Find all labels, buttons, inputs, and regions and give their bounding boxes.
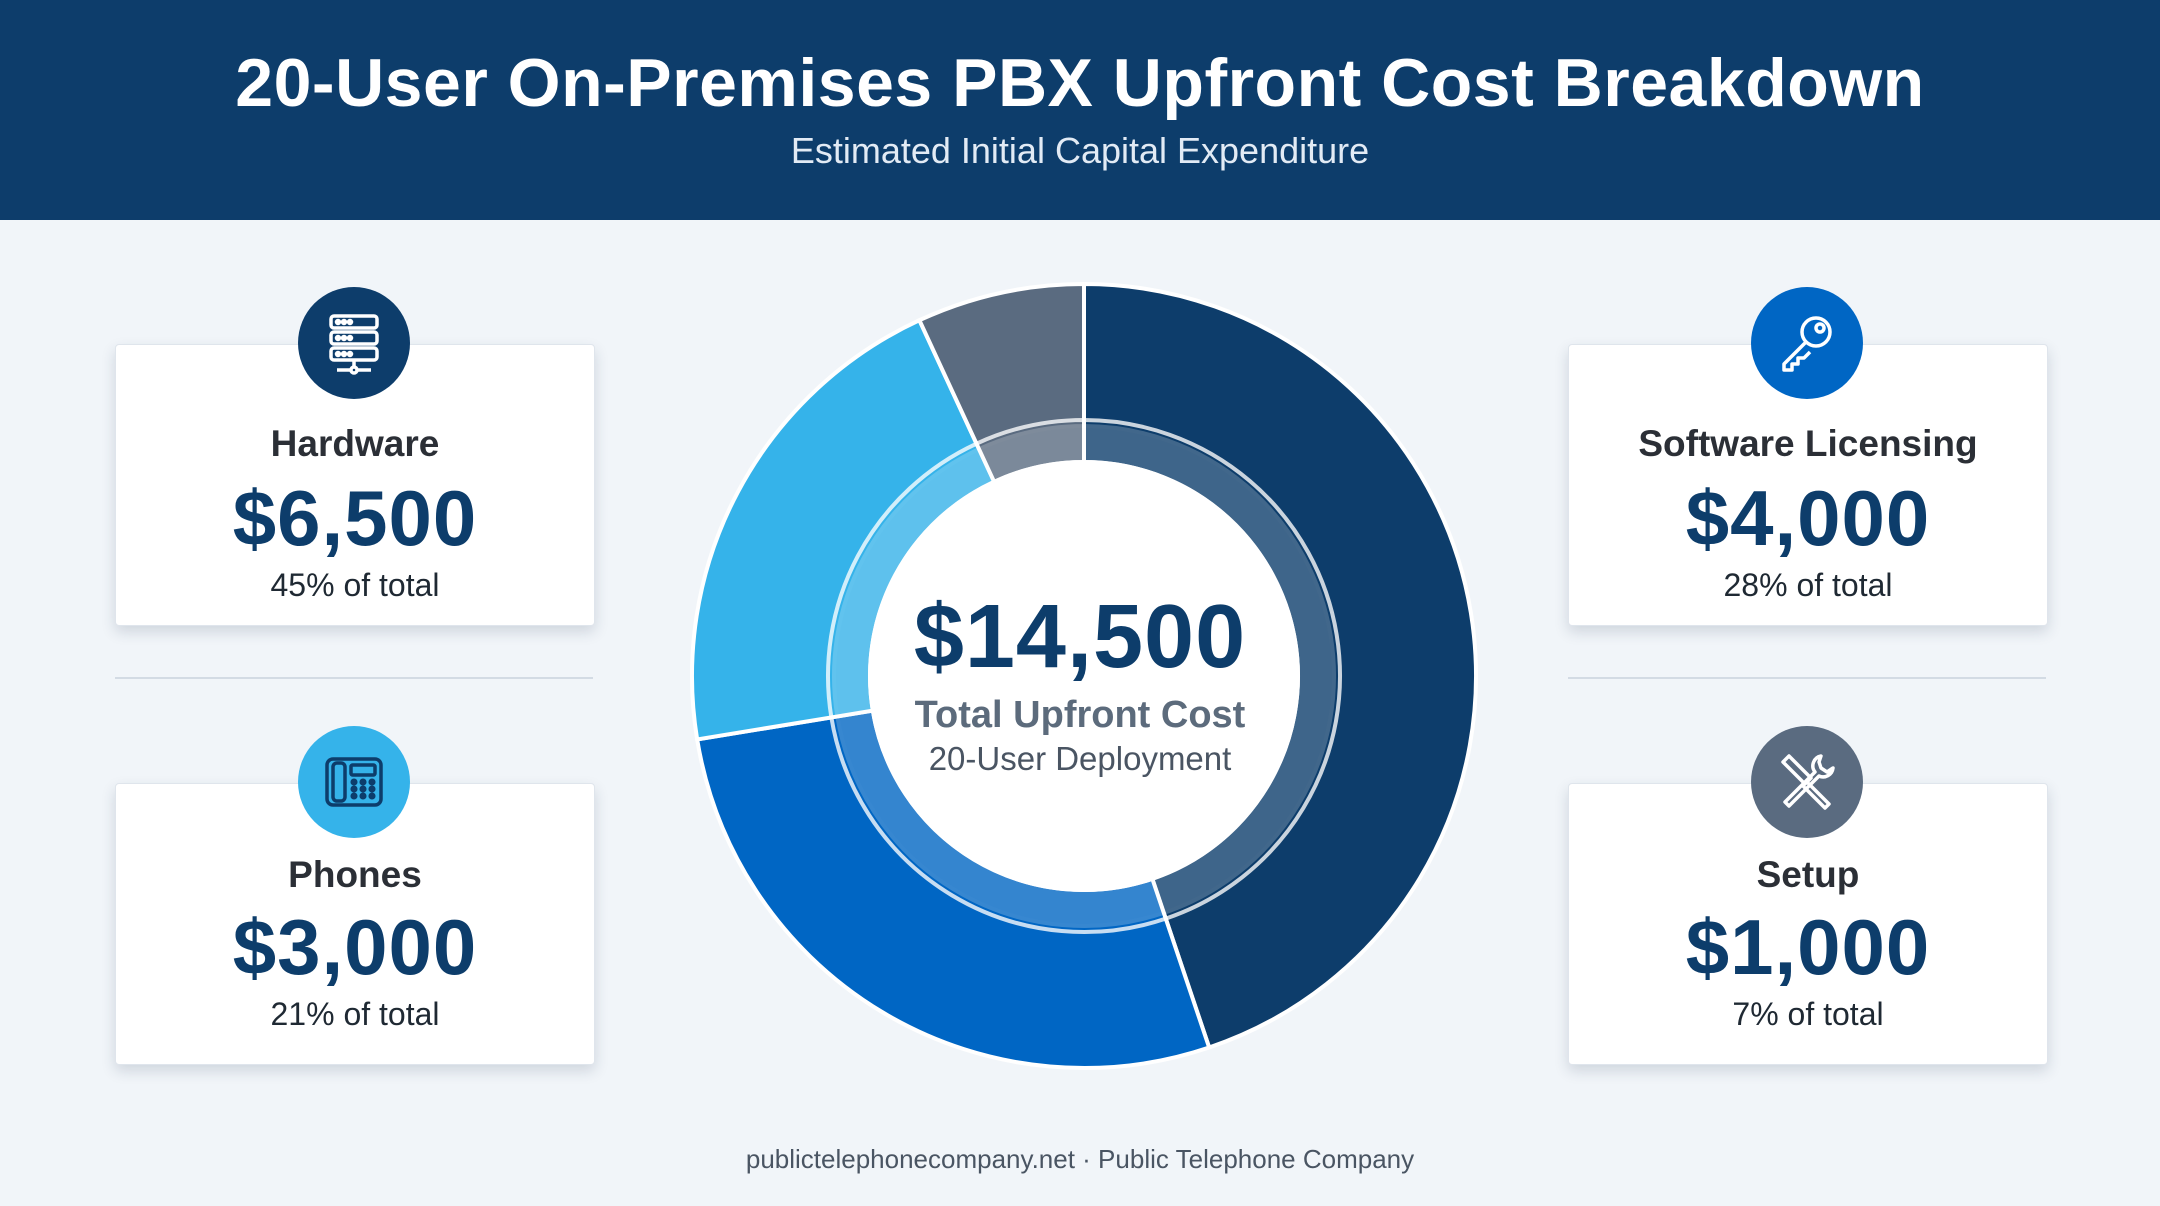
setup-card: Setup $1,000 7% of total	[1568, 783, 2048, 1065]
software-licensing-amount: $4,000	[1685, 474, 1931, 562]
setup-percent: 7% of total	[1732, 996, 1884, 1032]
phones-amount: $3,000	[232, 903, 478, 991]
header-banner: 20-User On-Premises PBX Upfront Cost Bre…	[0, 0, 2160, 220]
left-divider	[115, 677, 593, 679]
phones-percent: 21% of total	[270, 996, 440, 1032]
software-licensing-card: Software Licensing $4,000 28% of total	[1568, 344, 2048, 626]
donut-center-disc	[868, 460, 1300, 892]
donut-inner-ring	[826, 417, 1342, 934]
right-divider	[1568, 677, 2046, 679]
footer-credit: publictelephonecompany.net · Public Tele…	[745, 1144, 1415, 1174]
hardware-percent: 45% of total	[270, 567, 440, 603]
total-cost-label: Total Upfront Cost	[914, 694, 1246, 736]
cost-donut-chart	[690, 281, 1478, 1070]
setup-amount: $1,000	[1685, 903, 1931, 991]
tools-icon	[1751, 726, 1863, 838]
total-cost-value: $14,500	[913, 587, 1247, 687]
setup-label: Setup	[1756, 854, 1860, 895]
page-title: 20-User On-Premises PBX Upfront Cost Bre…	[235, 45, 1925, 121]
software-licensing-percent: 28% of total	[1723, 567, 1893, 603]
server-icon	[298, 287, 410, 399]
hardware-amount: $6,500	[232, 474, 478, 562]
page-subtitle: Estimated Initial Capital Expenditure	[790, 130, 1370, 171]
hardware-label: Hardware	[270, 423, 440, 464]
deployment-label: 20-User Deployment	[928, 740, 1232, 777]
software-licensing-label: Software Licensing	[1638, 423, 1978, 464]
desk-phone-icon	[298, 726, 410, 838]
key-icon	[1751, 287, 1863, 399]
phones-label: Phones	[288, 854, 422, 895]
